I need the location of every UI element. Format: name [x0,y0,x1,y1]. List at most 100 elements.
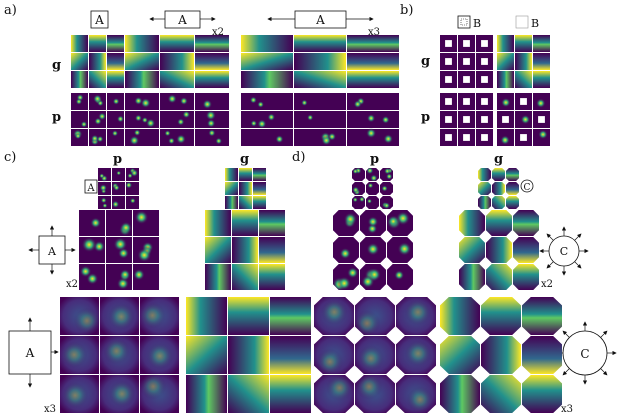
panel-a-env-label-2: A [177,13,187,27]
d-g-3x-r0-c1-field [481,297,521,335]
a-g-3x-r1-c1 [294,53,346,70]
b-g-open-r1-c1-field [515,53,532,70]
d-g-2x-r2-c1-field [486,264,512,290]
d-p-1x-r1-c2 [380,182,393,195]
panel-b: b) g p B B [400,3,550,146]
a-g-2x-r2-c0-field [125,71,159,88]
d-g-1x-r0-c0-field [478,168,491,181]
d-p-3x-r0-c2-field-blob [404,298,432,326]
c-p-1x-r1-c0 [98,182,111,195]
a-g-3x-r1-c1-field [294,53,346,70]
a-p-1x-r0-c1-field-blob [93,94,102,104]
c-p-3x-r2-c2-field-blob [139,373,167,400]
c-g-1x-r0-c2-field [253,168,266,181]
d-p-1x-r1-c2-field-blob [381,185,388,192]
b-p-open-r2-c0 [497,129,514,146]
a-p-3x-r2-c1-field-blob [321,135,332,146]
a-p-2x-r1-c2 [195,110,229,128]
b-p-open-r2-c1-obstacle [520,134,527,141]
c-g-2x-r1-c2 [259,237,285,263]
b-p-obstacle-r2-c1 [458,129,475,146]
c-p-2x-r1-c1-field-blob [113,237,128,252]
a-p-1x-r2-c2-background [107,129,124,146]
c-p-1x-r2-c2 [126,196,139,209]
panel-a-grids [71,35,399,146]
b-p-open-r1-c2-obstacle [538,116,545,123]
a-p-2x-r2-c0-field-blob [129,135,140,146]
d-p-1x-r2-c0-field-blob [352,197,358,203]
c-p-2x-r0-c2-field-blob [134,210,149,225]
a-p-1x-r1-c1 [89,111,107,128]
d-g-1x-r1-c2-field [506,182,519,195]
a-g-2x-r2-c0 [125,71,159,88]
panel-b-env-label-1: B [473,17,481,30]
panel-a-env-label-1: A [94,13,104,27]
d-p-3x-r0-c0-field-blob [321,298,348,326]
d-g-3x-r2-c0 [440,375,480,413]
b-g-open-r1-c0 [497,53,514,70]
a-p-3x-r1-c1-background [294,111,346,128]
d-p-3x-r2-c2 [396,375,436,413]
c-p-1x-r0-c0-field-blob [99,173,105,179]
c-p-3x-r2-c1 [100,375,139,413]
d-g-1x-r2-c1 [492,196,505,209]
panel-d-small-env-circle [520,179,534,193]
a-p-3x-r2-c0 [241,129,293,146]
c-p-3x-r0-c0-field-blob [73,307,101,335]
c-p-1x-r2-c0 [98,196,111,209]
a-p-3x-r1-c0 [241,111,293,129]
b-g-open-r1-c2-field [533,53,550,70]
c-g-1x-r2-c0 [225,196,238,209]
b-g-open-r1-c1 [515,53,532,70]
c-g-2x-r0-c2-field [259,210,285,236]
d-p-3x-r2-c1 [355,375,395,413]
d-p-1x-r0-c1-field-blob [366,168,374,175]
d-p-1x-r2-c2-field-blob [383,202,391,209]
d-p-3x-r0-c1-field-blob [355,309,381,335]
a-p-3x-r2-c0-background [241,129,293,146]
a-p-1x-r1-c1-field-blob [98,112,107,121]
c-g-2x-r1-c0 [205,237,231,263]
c-p-2x-r1-c0-field-blob [81,237,97,253]
b-g-open-r0-c0-field [497,35,514,52]
d-g-3x-r2-c2-field [522,375,562,413]
d-p-1x-r0-c1-field-blob [370,174,378,181]
c-p-1x-r1-c0-field-blob [99,184,108,192]
d-p-2x-r1-c2 [387,237,413,263]
a-p-3x-r0-c2-field-blob [353,100,362,109]
a-g-3x-r0-c1 [294,35,346,52]
panel-c-env-label-x3: A [25,346,35,360]
d-p-2x-r1-c0-field-blob [339,247,351,260]
d-g-2x-r2-c0 [459,264,485,290]
a-g-1x-r1-c0 [71,53,88,70]
b-p-open-r2-c0-field-blob [500,135,510,145]
panel-b-env-box-1 [457,15,471,29]
d-p-1x-r1-c1-field-blob [367,182,374,189]
panel-a-env-box-2 [164,10,201,29]
d-p-1x-r0-c2-field-blob [384,168,391,175]
b-g-obstacle-r0-c0-obstacle [445,40,452,47]
c-g-1x-r1-c0 [225,182,238,195]
panel-d-grids [314,168,562,413]
a-p-3x-r1-c0-field-blob [250,120,258,127]
a-p-3x-r2-c2-field-blob [383,134,394,144]
c-p-3x-r1-c1 [100,336,139,374]
panel-d-env-label-x3: C [580,347,589,361]
panel-b-env-obstacle-1 [460,18,468,26]
c-p-2x-r2-c0-field-blob [79,265,92,278]
b-p-open-r0-c2 [533,93,550,110]
c-p-3x-r0-c1 [100,297,139,335]
b-g-open-r1-c0-field [497,53,514,70]
panel-d-x3-arrow-1 [600,368,608,376]
a-g-3x-r1-c0-field [241,53,293,70]
c-g-2x-r0-c1-field [232,210,258,236]
c-g-1x-r2-c2-field [253,196,266,209]
a-g-1x-r2-c1 [89,71,106,88]
d-g-2x-r1-c1 [486,237,512,263]
d-p-1x-r2-c1-field-blob [366,198,372,204]
b-g-obstacle-r2-c2 [476,71,493,88]
c-g-3x-r0-c1-field [228,297,269,335]
d-p-3x-r1-c1-field-blob [357,345,385,372]
panel-b-env-label-2: B [531,17,539,30]
c-p-1x-r0-c1 [112,168,125,181]
